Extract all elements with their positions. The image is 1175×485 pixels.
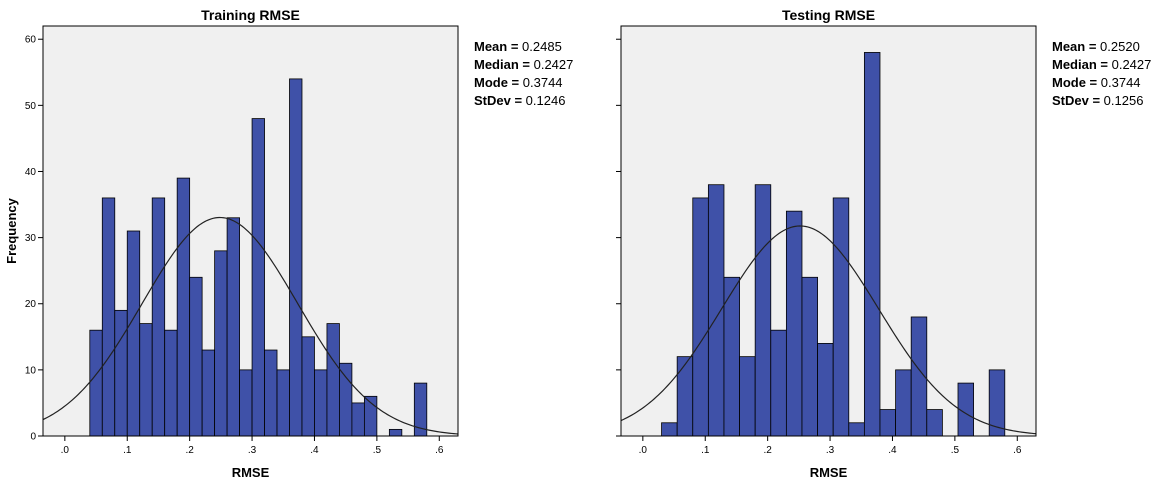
- stat-value: 0.1246: [526, 93, 566, 108]
- x-tick-label: .3: [248, 445, 257, 456]
- histogram-bar: [226, 217, 240, 437]
- x-axis-label: RMSE: [232, 465, 270, 480]
- histogram-bar: [770, 329, 787, 437]
- x-tick-label: .1: [123, 445, 132, 456]
- stat-key: Mode =: [474, 75, 523, 90]
- histogram-bar: [151, 197, 166, 437]
- histogram-bar: [89, 329, 103, 437]
- histogram-bar: [139, 323, 153, 437]
- stat-value: 0.2520: [1100, 39, 1140, 54]
- panel-1: .0 .1 .2 .3 .4 .5 .6 0 10 20 30 40 50 60 Training RMSE…: [4, 7, 573, 480]
- stat-key: StDev =: [474, 93, 526, 108]
- stat-key: Mean =: [474, 39, 522, 54]
- stat-value: 0.1256: [1104, 93, 1144, 108]
- y-tick-label: 0: [30, 432, 36, 443]
- y-tick-label: 60: [25, 35, 37, 46]
- histogram-bar: [276, 369, 290, 437]
- histogram-bar: [785, 210, 803, 437]
- stat-value: 0.3744: [1101, 75, 1141, 90]
- histogram-bar: [351, 402, 365, 437]
- x-tick-label: .3: [826, 445, 835, 456]
- y-tick-label: 40: [25, 167, 37, 178]
- chart-title: Training RMSE: [201, 7, 300, 23]
- histogram-bar: [754, 184, 772, 437]
- normal-curve: [620, 225, 1037, 435]
- histogram-bar: [661, 422, 678, 437]
- histogram-bar: [676, 356, 694, 437]
- histogram-bar: [239, 369, 253, 437]
- stat-mean: Mean = 0.2485: [474, 39, 562, 54]
- x-tick-label: .4: [310, 445, 319, 456]
- panel-2: .0 .1 .2 .3 .4 .5 .6 Testing RMSE RMSE Mean = 0.2…: [616, 7, 1151, 480]
- stat-mean: Mean = 0.2520: [1052, 39, 1140, 54]
- plot-frame: [42, 25, 459, 437]
- histogram-bar: [314, 369, 328, 437]
- histogram-bar: [817, 343, 834, 437]
- histogram-bar: [164, 329, 178, 437]
- histogram-bar: [289, 78, 303, 437]
- histogram-bar: [879, 409, 896, 437]
- stat-mode: Mode = 0.3744: [474, 75, 563, 90]
- histogram-bar: [114, 309, 128, 437]
- stat-value: 0.2427: [1112, 57, 1152, 72]
- histogram-bar: [214, 250, 228, 437]
- stat-key: StDev =: [1052, 93, 1104, 108]
- stat-value: 0.2485: [522, 39, 562, 54]
- histogram-bar: [264, 349, 278, 437]
- histogram-bar: [926, 409, 943, 437]
- stat-value: 0.2427: [534, 57, 574, 72]
- histogram-bar: [832, 197, 850, 437]
- histogram-bar: [692, 197, 709, 437]
- histogram-bar: [251, 118, 265, 437]
- histogram-bar: [301, 336, 315, 437]
- x-tick-label: .6: [1013, 445, 1022, 456]
- histogram-bar: [988, 369, 1006, 437]
- stat-median: Median = 0.2427: [474, 57, 573, 72]
- x-tick-label: .5: [951, 445, 960, 456]
- x-tick-label: .2: [185, 445, 194, 456]
- x-tick-label: .4: [888, 445, 897, 456]
- x-tick-label: .2: [763, 445, 772, 456]
- stat-key: Mean =: [1052, 39, 1100, 54]
- plot-frame: [620, 25, 1037, 437]
- stat-key: Mode =: [1052, 75, 1101, 90]
- stat-value: 0.3744: [523, 75, 563, 90]
- histogram-bar: [201, 349, 216, 437]
- histogram-bar: [895, 369, 912, 437]
- y-tick-label: 20: [25, 299, 37, 310]
- chart-title: Testing RMSE: [782, 7, 875, 23]
- y-tick-label: 10: [25, 365, 37, 376]
- histogram-bar: [126, 230, 141, 437]
- histogram-bar: [739, 356, 756, 437]
- histogram-bar: [101, 197, 116, 437]
- x-tick-label: .0: [639, 445, 648, 456]
- y-tick-label: 50: [25, 101, 37, 112]
- x-tick-label: .0: [61, 445, 70, 456]
- stat-stdev: StDev = 0.1246: [474, 93, 565, 108]
- stat-key: Median =: [1052, 57, 1112, 72]
- stat-key: Median =: [474, 57, 534, 72]
- x-tick-label: .6: [435, 445, 444, 456]
- x-axis-label: RMSE: [810, 465, 848, 480]
- histogram-bar: [848, 422, 865, 437]
- histogram-bar: [863, 52, 881, 437]
- x-tick-label: .1: [701, 445, 710, 456]
- histogram-bar: [801, 276, 818, 437]
- x-tick-label: .5: [373, 445, 382, 456]
- normal-curve: [42, 216, 459, 435]
- y-axis-label: Frequency: [4, 197, 19, 264]
- stat-median: Median = 0.2427: [1052, 57, 1151, 72]
- y-tick-label: 30: [25, 233, 37, 244]
- histogram-bar: [388, 428, 403, 437]
- histogram-bar: [707, 184, 725, 437]
- histogram-bar: [326, 323, 340, 437]
- stat-mode: Mode = 0.3744: [1052, 75, 1141, 90]
- histogram-bar: [176, 177, 191, 437]
- histogram-bar: [339, 362, 353, 437]
- stat-stdev: StDev = 0.1256: [1052, 93, 1143, 108]
- histogram-bar: [189, 276, 203, 437]
